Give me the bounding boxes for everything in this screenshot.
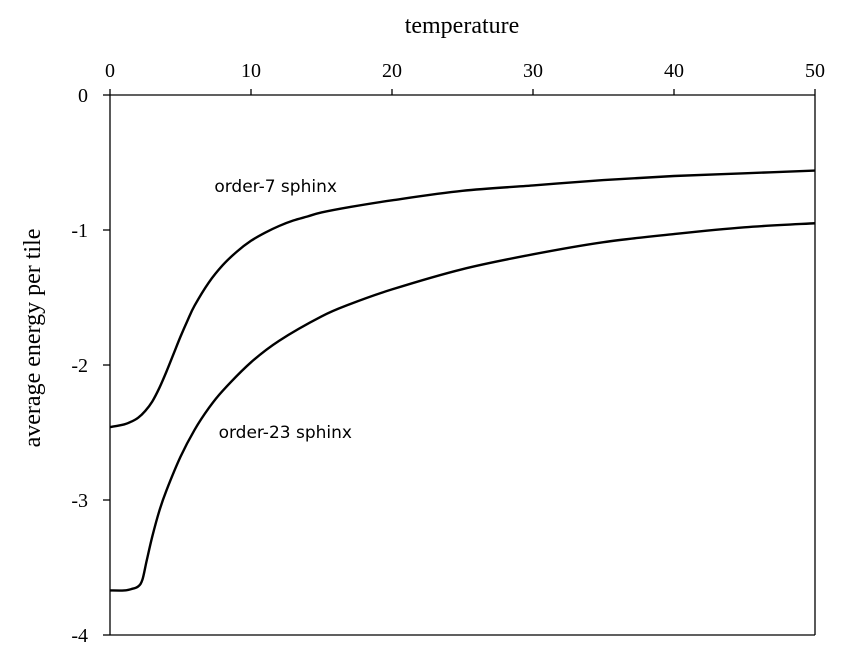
series-line-1 <box>109 222 816 592</box>
series-label-1: order-23 sphinx <box>219 423 352 443</box>
plot-area: 0 10 20 30 40 50 0 -1 -2 -3 -4 order-7 sphinx order-… <box>71 60 825 647</box>
x-axis-title: temperature <box>405 13 520 39</box>
series-line-0 <box>109 169 816 429</box>
y-tick-label-2: -2 <box>71 355 88 377</box>
y-axis-title: average energy per tile <box>20 229 46 448</box>
x-tick-label-5: 50 <box>805 60 825 82</box>
y-tick-label-3: -3 <box>71 490 88 512</box>
x-tick-label-1: 10 <box>241 60 261 82</box>
y-tick-label-0: 0 <box>78 85 88 107</box>
y-tick-label-1: -1 <box>71 220 88 242</box>
x-tick-label-3: 30 <box>523 60 543 82</box>
series-label-0: order-7 sphinx <box>214 177 337 197</box>
x-tick-label-2: 20 <box>382 60 402 82</box>
x-tick-label-0: 0 <box>105 60 115 82</box>
y-tick-label-4: -4 <box>71 625 88 647</box>
x-tick-label-4: 40 <box>664 60 684 82</box>
